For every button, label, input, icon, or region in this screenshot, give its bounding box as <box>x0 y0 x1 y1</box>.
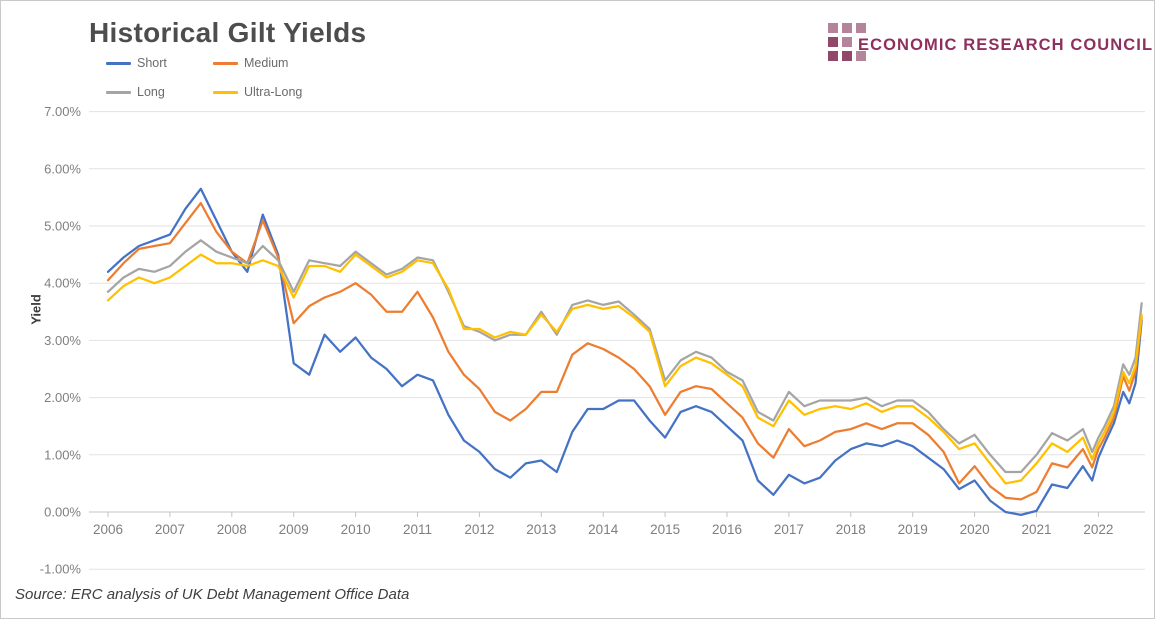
x-tick-label-2021: 2021 <box>1021 522 1051 537</box>
x-tick-label-2015: 2015 <box>650 522 680 537</box>
legend-label: Long <box>137 85 165 99</box>
x-tick-label-2006: 2006 <box>93 522 123 537</box>
x-tick-label-2009: 2009 <box>279 522 309 537</box>
legend-swatch-ultra-long <box>213 90 238 94</box>
legend-swatch-long <box>106 90 131 94</box>
series-line-medium <box>106 201 1143 501</box>
legend-label: Medium <box>244 56 289 70</box>
series-line-ultra-long <box>106 253 1143 485</box>
y-tick-label: 5.00% <box>44 219 81 234</box>
y-tick-label: 7.00% <box>44 104 81 119</box>
legend-label: Short <box>137 56 167 70</box>
erc-logo: ECONOMIC RESEARCH COUNCIL <box>828 23 1152 67</box>
y-axis-title: Yield <box>28 294 44 325</box>
y-tick-label: 4.00% <box>44 276 81 291</box>
logo-square <box>842 51 852 61</box>
logo-square <box>828 23 838 33</box>
source-note: Source: ERC analysis of UK Debt Manageme… <box>15 586 410 603</box>
x-tick-label-2022: 2022 <box>1083 522 1113 537</box>
logo-square <box>828 51 838 61</box>
x-tick-label-2008: 2008 <box>217 522 247 537</box>
x-tick-label-2019: 2019 <box>898 522 928 537</box>
chart-legend: Short Medium Long Ultra-Long <box>106 56 302 99</box>
x-tick-label-2018: 2018 <box>836 522 866 537</box>
y-tick-label: 6.00% <box>44 161 81 176</box>
logo-square <box>828 37 838 47</box>
legend-item-ultra-long[interactable]: Ultra-Long <box>213 85 302 99</box>
y-tick-label: 0.00% <box>44 505 81 520</box>
y-tick-label: 3.00% <box>44 333 81 348</box>
x-tick-label-2012: 2012 <box>464 522 494 537</box>
logo-square <box>842 37 852 47</box>
x-tick-label-2011: 2011 <box>403 522 432 537</box>
legend-item-short[interactable]: Short <box>106 56 213 70</box>
legend-label: Ultra-Long <box>244 85 303 99</box>
x-tick-label-2013: 2013 <box>526 522 556 537</box>
logo-square <box>856 51 866 61</box>
page-title: Historical Gilt Yields <box>89 17 367 48</box>
y-tick-label: 1.00% <box>44 447 81 462</box>
legend-swatch-short <box>106 61 131 65</box>
y-tick-label: -1.00% <box>40 562 82 577</box>
logo-square <box>856 23 866 33</box>
y-tick-label: 2.00% <box>44 390 81 405</box>
x-tick-label-2020: 2020 <box>960 522 990 537</box>
legend-item-medium[interactable]: Medium <box>213 56 302 70</box>
x-tick-label-2007: 2007 <box>155 522 185 537</box>
series-line-long <box>106 239 1143 474</box>
x-tick-label-2016: 2016 <box>712 522 742 537</box>
series-line-short <box>106 187 1143 517</box>
legend-item-long[interactable]: Long <box>106 85 213 99</box>
erc-logo-text: ECONOMIC RESEARCH COUNCIL <box>858 36 1154 54</box>
logo-square <box>842 23 852 33</box>
x-tick-label-2017: 2017 <box>774 522 804 537</box>
x-tick-label-2010: 2010 <box>341 522 371 537</box>
legend-swatch-medium <box>213 61 238 65</box>
x-tick-label-2014: 2014 <box>588 522 619 537</box>
